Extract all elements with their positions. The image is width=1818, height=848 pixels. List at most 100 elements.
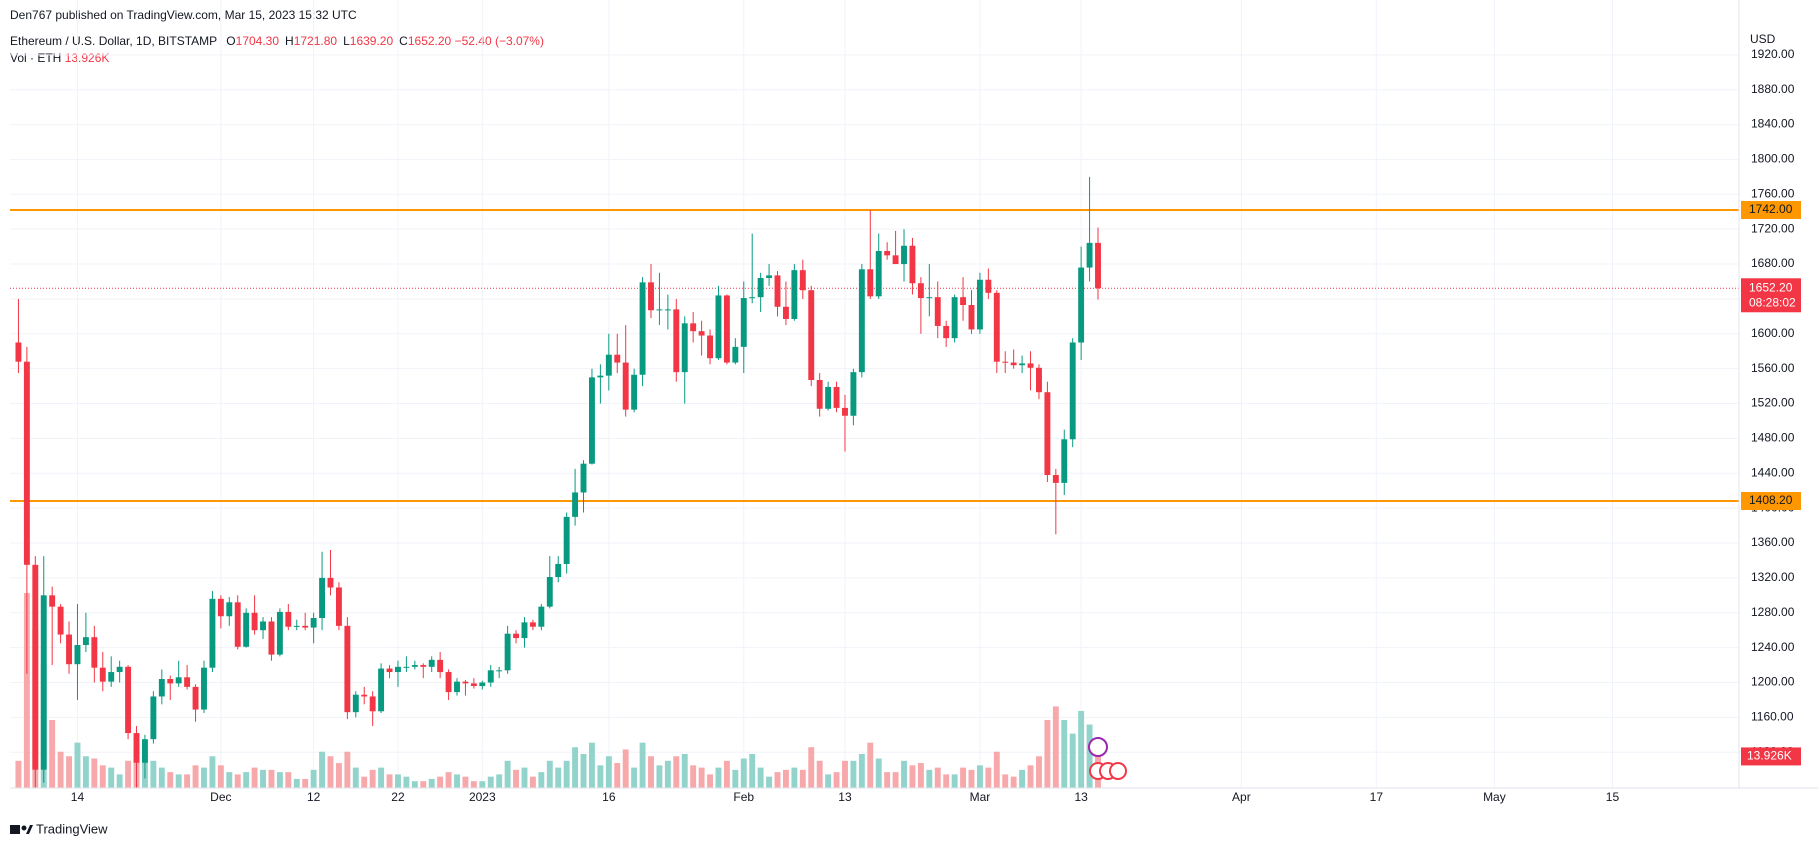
level-label-bg <box>1741 201 1801 219</box>
x-tick-label: 14 <box>71 790 85 804</box>
volume-bar <box>243 772 250 788</box>
candle-body <box>1002 361 1009 363</box>
volume-bar <box>293 778 300 788</box>
volume-bar <box>268 769 275 788</box>
candle-body <box>580 463 587 493</box>
volume-bar <box>1010 776 1017 788</box>
candle-body <box>319 577 326 618</box>
volume-bar <box>926 769 933 788</box>
x-tick-label: 13 <box>838 790 852 804</box>
volume-bar <box>327 756 334 788</box>
y-tick-label: 1720.00 <box>1751 221 1795 235</box>
volume-bar <box>91 758 98 788</box>
candle-body <box>57 606 64 635</box>
volume-bar <box>226 772 233 788</box>
volume-bar <box>833 772 840 788</box>
candle-body <box>209 598 216 668</box>
volume-bar <box>192 765 199 788</box>
volume-bar <box>968 769 975 788</box>
candle-body <box>462 681 469 684</box>
volume-bar <box>403 776 410 788</box>
volume-bar <box>858 754 865 788</box>
published-note: Den767 published on TradingView.com, Mar… <box>10 8 357 22</box>
volume-bar <box>901 760 907 788</box>
volume-bar <box>1027 765 1034 788</box>
volume-bar <box>774 772 781 788</box>
volume-bar <box>462 776 469 788</box>
candle-body <box>648 282 654 311</box>
volume-bar <box>395 774 401 788</box>
candle-body <box>529 622 536 627</box>
candle-body <box>167 679 174 684</box>
volume-bar <box>993 751 1000 788</box>
volume-bar <box>23 593 30 788</box>
candle-body <box>141 739 148 763</box>
volume-bar <box>546 760 553 788</box>
volume-bar <box>74 742 81 788</box>
candle-layer <box>15 176 1101 788</box>
volume-bar <box>175 774 182 788</box>
candle-body <box>108 672 115 682</box>
volume-bar <box>57 751 64 788</box>
candle-body <box>555 563 562 578</box>
volume-bar <box>614 763 621 788</box>
ohlc-value: 1721.80 <box>293 34 338 48</box>
countdown: 08:28:02 <box>1749 295 1796 309</box>
candle-body <box>378 668 385 712</box>
volume-bar <box>875 758 882 788</box>
candle-body <box>622 362 629 410</box>
volume-bar <box>1044 720 1051 788</box>
candle-body <box>968 305 975 330</box>
volume-bar <box>369 769 376 788</box>
volume-bar <box>1036 756 1042 788</box>
volume-bar <box>842 760 848 788</box>
candle-body <box>867 269 874 297</box>
axes: 1120.001160.001200.001240.001280.001320.… <box>71 47 1801 804</box>
x-tick-label: May <box>1483 790 1506 804</box>
volume-bar <box>867 742 874 788</box>
candle-body <box>251 612 258 631</box>
volume-bar <box>158 767 165 788</box>
x-tick-label: 2023 <box>469 790 496 804</box>
candle-body <box>352 694 359 713</box>
candle-body <box>1086 242 1093 268</box>
volume-bar <box>411 781 418 788</box>
level-layer <box>10 209 1739 503</box>
candle-body <box>976 279 983 330</box>
candle-body <box>791 270 798 319</box>
candle-body <box>260 621 266 631</box>
candle-body <box>917 283 924 299</box>
candle-body <box>268 621 275 655</box>
volume-bar <box>260 769 266 788</box>
volume-bar <box>352 767 359 788</box>
volume-bar <box>791 767 798 788</box>
footer: TradingView <box>10 821 108 836</box>
x-tick-label: Dec <box>210 790 231 804</box>
candle-body <box>884 250 891 256</box>
last-price-label: 1652.20 <box>1749 280 1793 294</box>
candle-body <box>926 297 933 299</box>
volume-bar <box>513 769 520 788</box>
candle-body <box>690 323 697 332</box>
candle-body <box>496 670 503 672</box>
volume-bar <box>125 760 132 788</box>
x-tick-label: 15 <box>1606 790 1620 804</box>
ohlc-values: O1704.30 H1721.80 L1639.20 C1652.20 <box>220 34 451 48</box>
volume-bar <box>437 776 444 788</box>
candle-body <box>504 633 511 671</box>
event-icon <box>1109 762 1127 780</box>
brand: TradingView <box>36 821 108 836</box>
candle-body <box>833 386 840 408</box>
candle-body <box>369 696 376 712</box>
candle-body <box>639 282 646 375</box>
volume-bar <box>715 767 722 788</box>
volume-bar <box>799 769 806 788</box>
volume-bar <box>555 767 562 788</box>
candle-body <box>1027 363 1034 368</box>
volume-bar <box>580 754 587 788</box>
candle-body <box>437 659 444 673</box>
volume-bar <box>470 781 477 788</box>
symbol-legend: Ethereum / U.S. Dollar, 1D, BITSTAMP O17… <box>10 34 544 48</box>
y-tick-label: 1800.00 <box>1751 152 1795 166</box>
candle-body <box>521 622 528 639</box>
